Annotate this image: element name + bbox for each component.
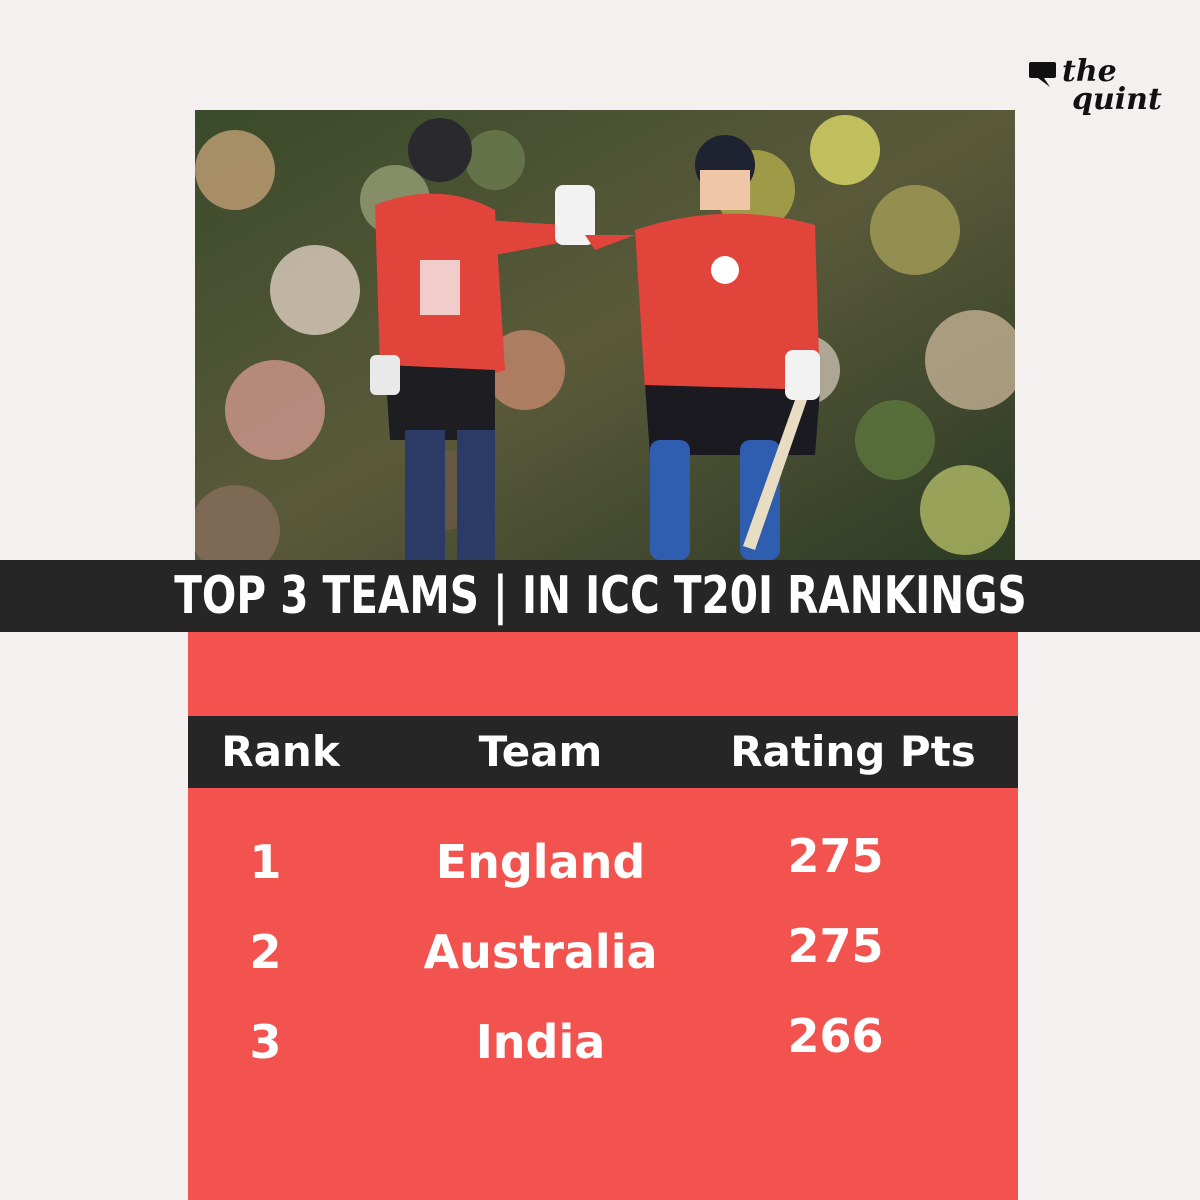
- brand-logo: the quint: [1028, 57, 1162, 128]
- speech-bubble-icon: [1029, 62, 1056, 87]
- row-team: Australia: [423, 925, 658, 979]
- header-rating-pts: Rating Pts: [730, 727, 976, 776]
- row-points: 275: [787, 829, 884, 883]
- row-team: England: [435, 835, 646, 889]
- cricket-players-photo: [195, 110, 1015, 560]
- row-rank: 2: [249, 925, 282, 979]
- table-row: 3 India 266: [188, 1006, 1018, 1078]
- header-rank: Rank: [221, 727, 340, 776]
- page-title: TOP 3 TEAMS | IN ICC T20I RANKINGS: [173, 566, 1027, 626]
- table-row: 2 Australia 275: [188, 916, 1018, 988]
- title-banner: TOP 3 TEAMS | IN ICC T20I RANKINGS: [0, 560, 1200, 632]
- row-team: India: [475, 1015, 606, 1069]
- row-rank: 1: [249, 835, 282, 889]
- table-header: Rank Team Rating Pts: [188, 716, 1018, 788]
- row-points: 266: [787, 1009, 884, 1063]
- row-points: 275: [787, 919, 884, 973]
- brand-wordmark: the quint: [1062, 54, 1162, 117]
- row-rank: 3: [249, 1015, 282, 1069]
- brand-line-1: the: [1062, 54, 1117, 89]
- brand-line-2: quint: [1072, 82, 1162, 117]
- header-team: Team: [478, 727, 603, 776]
- table-row: 1 England 275: [188, 826, 1018, 898]
